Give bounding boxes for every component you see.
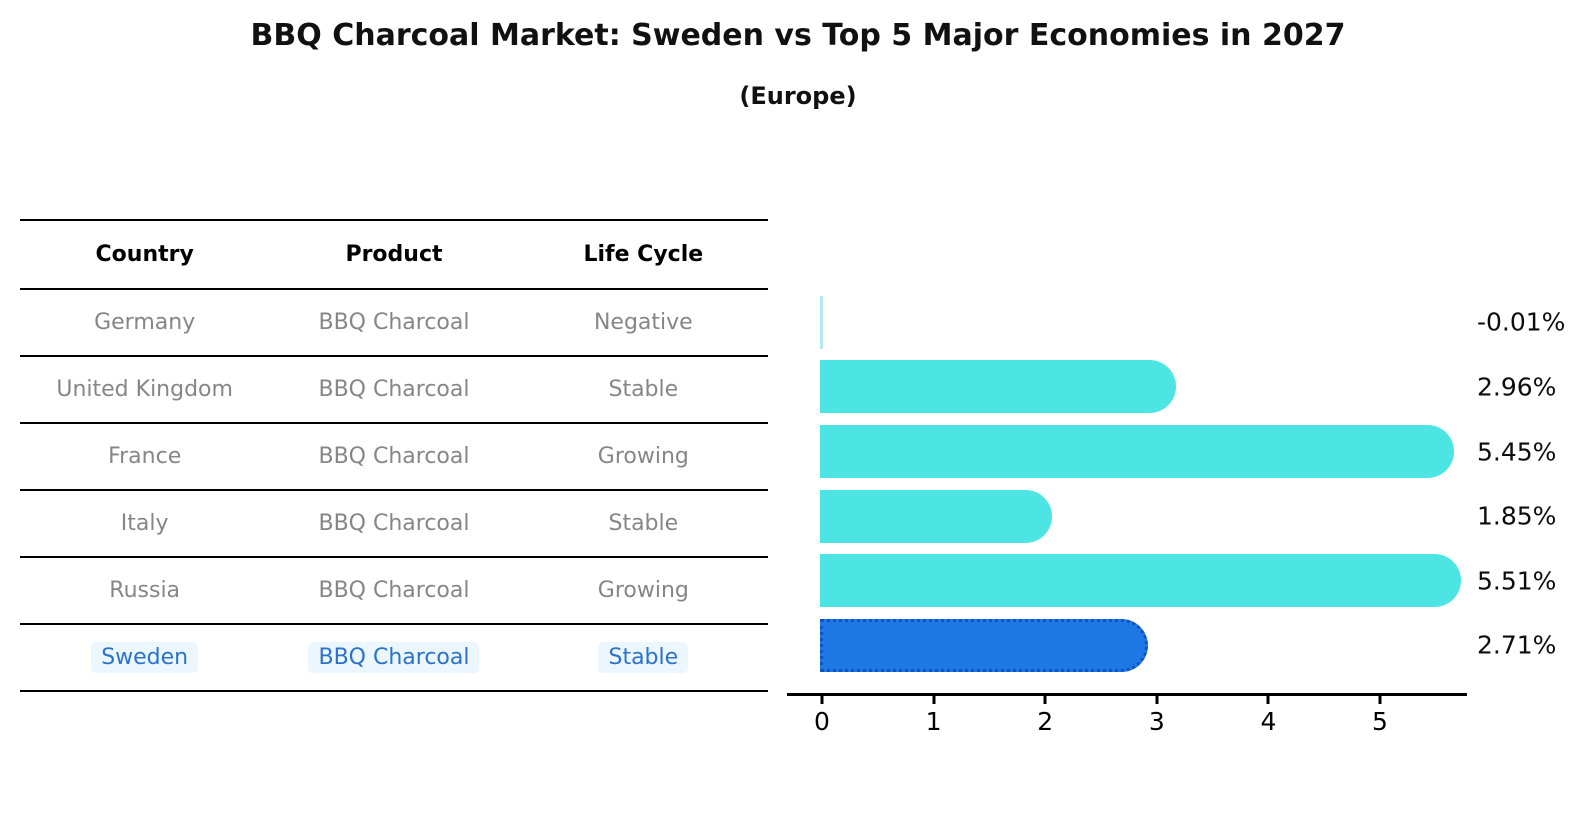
bar-france: [820, 425, 1455, 478]
x-tick-1: [932, 695, 936, 704]
table-header-product: Product: [269, 219, 519, 290]
cell-product-text: BBQ Charcoal: [318, 578, 470, 603]
cell-life-cycle-text: Stable: [608, 511, 679, 536]
value-label-russia: 5.51%: [1477, 566, 1557, 596]
x-tick-label-4: 4: [1260, 707, 1277, 736]
value-label-germany: -0.01%: [1477, 307, 1566, 337]
cell-product-text: BBQ Charcoal: [318, 377, 470, 402]
table-row-russia: Russia BBQ Charcoal Growing: [20, 557, 768, 625]
chart-subtitle: (Europe): [739, 82, 857, 110]
x-tick-label-1: 1: [925, 707, 942, 736]
cell-product: BBQ Charcoal: [269, 557, 519, 625]
chart-title: BBQ Charcoal Market: Sweden vs Top 5 Maj…: [250, 18, 1346, 53]
cell-life-cycle-text: Negative: [593, 310, 693, 335]
x-tick-label-2: 2: [1037, 707, 1054, 736]
cell-country-text: Germany: [94, 310, 196, 335]
cell-country-text: United Kingdom: [56, 377, 233, 402]
value-label-italy: 1.85%: [1477, 501, 1557, 531]
cell-life-cycle-text: Growing: [597, 578, 689, 603]
x-tick-4: [1266, 695, 1270, 704]
cell-country: Russia: [20, 557, 270, 625]
x-tick-0: [820, 695, 824, 704]
bar-united-kingdom: [820, 360, 1177, 414]
table-body: Germany BBQ Charcoal Negative United Kingdo…: [20, 289, 768, 692]
table-row-germany: Germany BBQ Charcoal Negative: [20, 289, 768, 357]
cell-country-text: Italy: [120, 511, 169, 536]
bar-italy: [820, 489, 1053, 543]
cell-country: United Kingdom: [20, 356, 270, 424]
cell-product: BBQ Charcoal: [269, 289, 519, 357]
cell-product: BBQ Charcoal: [269, 356, 519, 424]
bar-russia: [820, 554, 1461, 608]
x-tick-2: [1043, 695, 1047, 704]
cell-life-cycle: Stable: [518, 624, 768, 692]
table-row-italy: Italy BBQ Charcoal Stable: [20, 490, 768, 558]
table-row-united-kingdom: United Kingdom BBQ Charcoal Stable: [20, 356, 768, 424]
cell-product-text: BBQ Charcoal: [308, 642, 480, 673]
value-label-sweden: 2.71%: [1477, 630, 1557, 660]
x-tick-label-5: 5: [1372, 707, 1388, 736]
cell-product-text: BBQ Charcoal: [318, 310, 470, 335]
cell-country: France: [20, 423, 270, 491]
cell-product: BBQ Charcoal: [269, 490, 519, 558]
cell-product: BBQ Charcoal: [269, 423, 519, 491]
bar-germany: [820, 295, 823, 349]
cell-product-text: BBQ Charcoal: [318, 444, 470, 469]
cell-product-text: BBQ Charcoal: [318, 511, 470, 536]
cell-country: Italy: [20, 490, 270, 558]
cell-life-cycle: Negative: [518, 289, 768, 357]
x-tick-3: [1155, 695, 1159, 704]
table-header-row: Country Product Life Cycle: [20, 219, 768, 290]
cell-life-cycle: Growing: [518, 557, 768, 625]
table-header-life-cycle: Life Cycle: [518, 219, 768, 290]
country-table: Country Product Life Cycle Germany BBQ Ch…: [20, 219, 768, 692]
cell-life-cycle-text: Stable: [598, 642, 689, 673]
x-tick-5: [1378, 695, 1382, 704]
x-tick-label-0: 0: [814, 707, 830, 736]
table-row-france: France BBQ Charcoal Growing: [20, 423, 768, 491]
cell-country-text: Russia: [109, 578, 181, 603]
table-row-sweden: Sweden BBQ Charcoal Stable: [20, 624, 768, 692]
cell-life-cycle: Stable: [518, 356, 768, 424]
cell-country: Germany: [20, 289, 270, 357]
cell-life-cycle-text: Growing: [597, 444, 689, 469]
bar-sweden: [820, 618, 1149, 672]
x-axis-line: [787, 693, 1467, 696]
cell-country: Sweden: [20, 624, 270, 692]
cell-product: BBQ Charcoal: [269, 624, 519, 692]
x-tick-label-3: 3: [1148, 707, 1165, 736]
table-header-country: Country: [20, 219, 270, 290]
cell-country-text: France: [108, 444, 182, 469]
value-label-france: 5.45%: [1477, 437, 1557, 466]
value-label-united-kingdom: 2.96%: [1477, 372, 1557, 402]
cell-life-cycle: Growing: [518, 423, 768, 491]
cell-life-cycle-text: Stable: [608, 377, 679, 402]
cell-country-text: Sweden: [91, 642, 199, 673]
cell-life-cycle: Stable: [518, 490, 768, 558]
